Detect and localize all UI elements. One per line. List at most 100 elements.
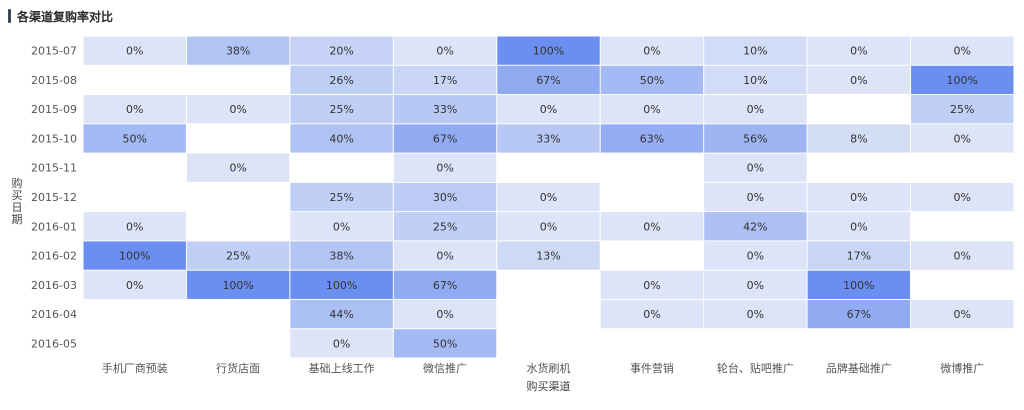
x-tick-label: 事件营销	[630, 361, 674, 375]
cell-value-label: 50%	[433, 337, 457, 350]
cell-value-label: 10%	[743, 74, 767, 87]
heatmap-cell	[911, 65, 1014, 95]
heatmap-cell	[393, 241, 497, 270]
heatmap-cell	[497, 65, 600, 95]
cell-value-label: 0%	[643, 308, 660, 321]
title-accent-bar	[8, 9, 11, 23]
heatmap-cell	[600, 36, 704, 65]
x-axis-labels: 手机厂商预装 行货店面 基础上线工作 微信推广 水货刷机 事件营销 轮台、贴吧推广 品牌基础推…	[102, 361, 985, 375]
cell-value-label: 0%	[436, 250, 453, 263]
cell-value-label: 67%	[536, 74, 560, 87]
y-tick-label: 2016-05	[31, 337, 77, 350]
cell-value-label: 100%	[222, 279, 253, 292]
x-tick-label: 手机厂商预装	[102, 361, 168, 375]
heatmap-cell	[704, 124, 807, 153]
heatmap-cell	[83, 95, 186, 124]
heatmap-cell	[807, 270, 911, 299]
cell-value-label: 26%	[329, 74, 353, 87]
heatmap-cell	[186, 95, 290, 124]
heatmap-cell	[497, 182, 600, 212]
cell-value-label: 0%	[747, 308, 764, 321]
heatmap-cell	[393, 36, 497, 65]
cell-value-label: 0%	[747, 250, 764, 263]
cell-value-label: 17%	[433, 74, 457, 87]
cell-value-label: 0%	[747, 162, 764, 175]
heatmap-cell	[911, 299, 1014, 329]
cell-value-label: 0%	[954, 308, 971, 321]
cell-value-label: 25%	[329, 191, 353, 204]
heatmap-cell	[497, 241, 600, 270]
cell-value-label: 0%	[954, 132, 971, 145]
cell-value-label: 0%	[954, 45, 971, 58]
heatmap-cell	[911, 95, 1014, 124]
cell-value-label: 0%	[850, 220, 867, 233]
chart-title-wrap: 各渠道复购率对比	[8, 7, 113, 25]
cell-value-label: 44%	[329, 308, 353, 321]
cell-value-label: 100%	[119, 250, 150, 263]
heatmap-cell	[807, 182, 911, 212]
heatmap-cell	[290, 36, 393, 65]
cell-value-label: 56%	[743, 132, 767, 145]
heatmap-cell	[911, 124, 1014, 153]
heatmap-cell	[807, 65, 911, 95]
cell-value-label: 38%	[226, 45, 250, 58]
cell-value-label: 8%	[850, 132, 867, 145]
cell-value-label: 0%	[643, 279, 660, 292]
cell-value-label: 50%	[640, 74, 664, 87]
cell-value-label: 0%	[229, 162, 246, 175]
cell-value-label: 25%	[433, 220, 457, 233]
chart-title: 各渠道复购率对比	[17, 9, 114, 24]
heatmap-cell	[393, 153, 497, 182]
y-axis-labels: 2015-07 2015-08 2015-09 2015-10 2015-11 2015-…	[31, 45, 77, 351]
heatmap-cell	[911, 241, 1014, 270]
cell-value-label: 33%	[433, 103, 457, 116]
cell-value-label: 0%	[126, 45, 143, 58]
y-tick-label: 2015-11	[31, 162, 77, 175]
cell-value-label: 0%	[747, 279, 764, 292]
heatmap-cell	[497, 36, 600, 65]
x-tick-label: 行货店面	[216, 361, 260, 375]
cell-value-label: 0%	[747, 191, 764, 204]
heatmap-cell	[186, 270, 290, 299]
cell-value-label: 0%	[540, 191, 557, 204]
cell-value-label: 30%	[433, 191, 457, 204]
heatmap-cell	[704, 95, 807, 124]
heatmap-cell	[393, 270, 497, 299]
heatmap-cell	[704, 65, 807, 95]
heatmap-cell	[290, 65, 393, 95]
cell-value-label: 25%	[329, 103, 353, 116]
heatmap-cell	[290, 182, 393, 212]
cell-value-label: 0%	[436, 308, 453, 321]
cell-value-label: 0%	[643, 220, 660, 233]
heatmap-cell	[186, 241, 290, 270]
heatmap-cell	[393, 182, 497, 212]
heatmap-cell	[290, 95, 393, 124]
heatmap-cell	[600, 299, 704, 329]
heatmap-cell	[83, 241, 186, 270]
heatmap-cell	[704, 36, 807, 65]
heatmap-cell	[393, 95, 497, 124]
heatmap-cell	[807, 299, 911, 329]
x-tick-label: 轮台、贴吧推广	[717, 361, 794, 375]
heatmap-cell	[393, 329, 497, 358]
heatmap-cell	[704, 182, 807, 212]
cell-value-label: 10%	[743, 45, 767, 58]
cell-value-label: 100%	[533, 45, 564, 58]
heatmap-cell	[704, 241, 807, 270]
y-axis-title: 购买日期	[12, 176, 23, 226]
cell-value-label: 0%	[333, 337, 350, 350]
heatmap-cell	[290, 299, 393, 329]
heatmap-cell	[290, 329, 393, 358]
heatmap-cell	[393, 212, 497, 241]
cell-value-label: 0%	[540, 220, 557, 233]
y-tick-label: 2015-10	[31, 132, 77, 145]
cell-value-label: 17%	[847, 250, 871, 263]
heatmap-cell	[83, 36, 186, 65]
y-tick-label: 2016-03	[31, 279, 77, 292]
cell-value-label: 0%	[126, 103, 143, 116]
heatmap-cell	[704, 153, 807, 182]
cell-value-label: 0%	[333, 220, 350, 233]
cell-value-label: 67%	[847, 308, 871, 321]
heatmap-cell	[83, 270, 186, 299]
